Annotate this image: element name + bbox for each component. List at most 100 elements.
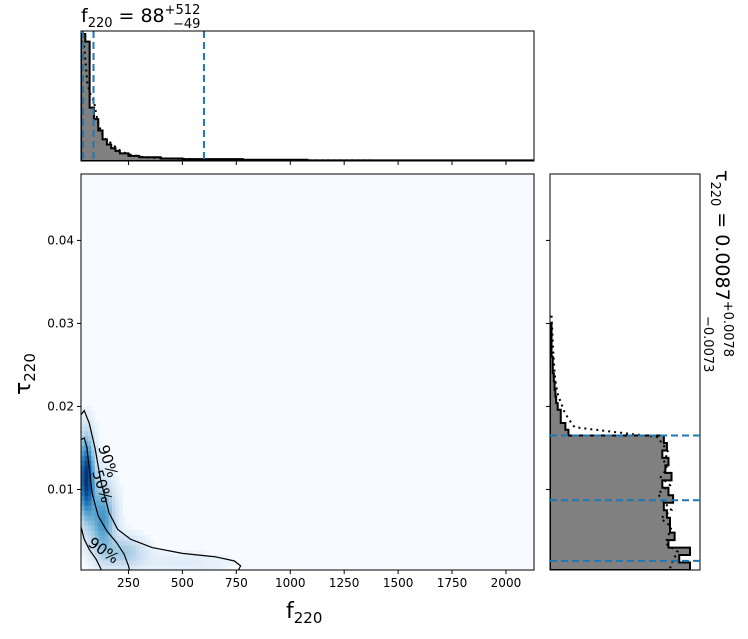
density-cell-186	[101, 550, 106, 556]
density-cell-58	[84, 420, 89, 427]
density-cell-252	[112, 555, 117, 561]
density-cell-273	[115, 555, 120, 561]
density-cell-311	[122, 545, 127, 551]
contour-50	[81, 437, 131, 570]
density-cell-304	[118, 495, 123, 501]
density-cell-164	[98, 530, 103, 536]
density-cell-265	[112, 490, 117, 496]
density-cell-114	[91, 470, 96, 476]
density-cell-118	[91, 450, 96, 456]
density-cell-53	[84, 445, 89, 451]
density-cell-282	[115, 510, 120, 516]
density-cell-301	[118, 510, 123, 516]
density-cell-270	[112, 465, 117, 471]
density-cell-327	[129, 565, 134, 570]
density-cell-345	[136, 560, 141, 566]
density-cell-294	[118, 545, 123, 551]
density-cell-248	[108, 465, 113, 471]
density-cell-33	[84, 545, 89, 551]
density-cell-446	[208, 555, 213, 561]
density-cell-314	[122, 530, 127, 536]
density-cell-330	[129, 550, 134, 556]
density-cell-45	[84, 485, 89, 491]
density-cell-178	[98, 460, 103, 466]
density-cell-170	[98, 500, 103, 506]
x-tick-label-0: 250	[117, 576, 140, 590]
density-cell-223	[105, 480, 110, 486]
density-cell-1	[81, 545, 85, 551]
density-cell-28	[81, 410, 85, 417]
density-cell-71	[87, 520, 92, 526]
density-cell-166	[98, 520, 103, 526]
density-cell-5	[81, 525, 85, 531]
density-cell-351	[136, 530, 141, 536]
density-cell-310	[122, 550, 127, 556]
density-cell-221	[105, 490, 110, 496]
density-cell-249	[108, 460, 113, 466]
density-cell-453	[219, 565, 224, 570]
density-cell-78	[87, 485, 92, 491]
density-cell-168	[98, 510, 103, 516]
x-tick-label-1: 500	[171, 576, 194, 590]
density-cell-253	[112, 550, 117, 556]
density-cell-439	[201, 555, 206, 561]
density-cell-7	[81, 515, 85, 521]
density-cell-242	[108, 495, 113, 501]
density-cell-458	[222, 555, 227, 561]
density-cell-151	[94, 445, 99, 451]
density-cell-377	[150, 550, 154, 556]
density-cell-376	[150, 555, 154, 561]
density-cell-386	[156, 560, 161, 566]
density-cell-66	[87, 545, 92, 551]
density-cell-352	[139, 565, 144, 570]
density-cell-55	[84, 435, 89, 441]
density-cell-371	[146, 545, 151, 551]
density-cell-48	[84, 470, 89, 476]
density-cell-27	[81, 415, 85, 422]
x-tick-label-6: 1750	[437, 576, 468, 590]
density-cell-326	[125, 525, 130, 531]
density-cell-189	[101, 535, 106, 541]
density-cell-179	[98, 455, 103, 461]
density-cell-343	[132, 530, 137, 536]
svg-text:τ220: τ220	[11, 353, 39, 395]
density-cell-19	[81, 455, 85, 461]
density-cell-438	[201, 560, 206, 566]
density-cell-17	[81, 465, 85, 471]
density-cell-229	[108, 560, 113, 566]
density-cell-441	[205, 565, 210, 570]
density-cell-344	[136, 565, 141, 570]
density-cell-59	[84, 415, 89, 422]
density-cell-216	[105, 515, 110, 521]
density-cell-32	[84, 550, 89, 556]
density-cell-13	[81, 485, 85, 491]
density-cell-387	[156, 555, 161, 561]
density-cell-436	[198, 550, 203, 556]
density-cell-51	[84, 455, 89, 461]
density-cell-20	[81, 450, 85, 456]
density-cell-131	[94, 545, 99, 551]
density-cell-126	[91, 410, 96, 417]
density-cell-77	[87, 490, 92, 496]
density-cell-308	[122, 560, 127, 566]
density-cell-370	[146, 550, 151, 556]
density-cell-325	[125, 530, 130, 536]
density-cell-98	[91, 550, 96, 556]
density-cell-191	[101, 525, 106, 531]
density-cell-358	[139, 535, 144, 541]
density-cell-64	[87, 555, 92, 561]
density-cell-355	[139, 550, 144, 556]
density-cell-233	[108, 540, 113, 546]
density-cell-290	[118, 565, 123, 570]
density-cell-134	[94, 530, 99, 536]
density-cell-400	[167, 550, 172, 556]
density-cell-42	[84, 500, 89, 506]
density-cell-250	[112, 565, 117, 570]
density-cell-9	[81, 505, 85, 511]
density-cell-26	[81, 420, 85, 427]
density-cell-247	[108, 470, 113, 476]
density-cell-287	[115, 485, 120, 491]
density-cell-421	[187, 565, 192, 570]
density-cell-312	[122, 540, 127, 546]
density-cell-159	[98, 555, 103, 561]
